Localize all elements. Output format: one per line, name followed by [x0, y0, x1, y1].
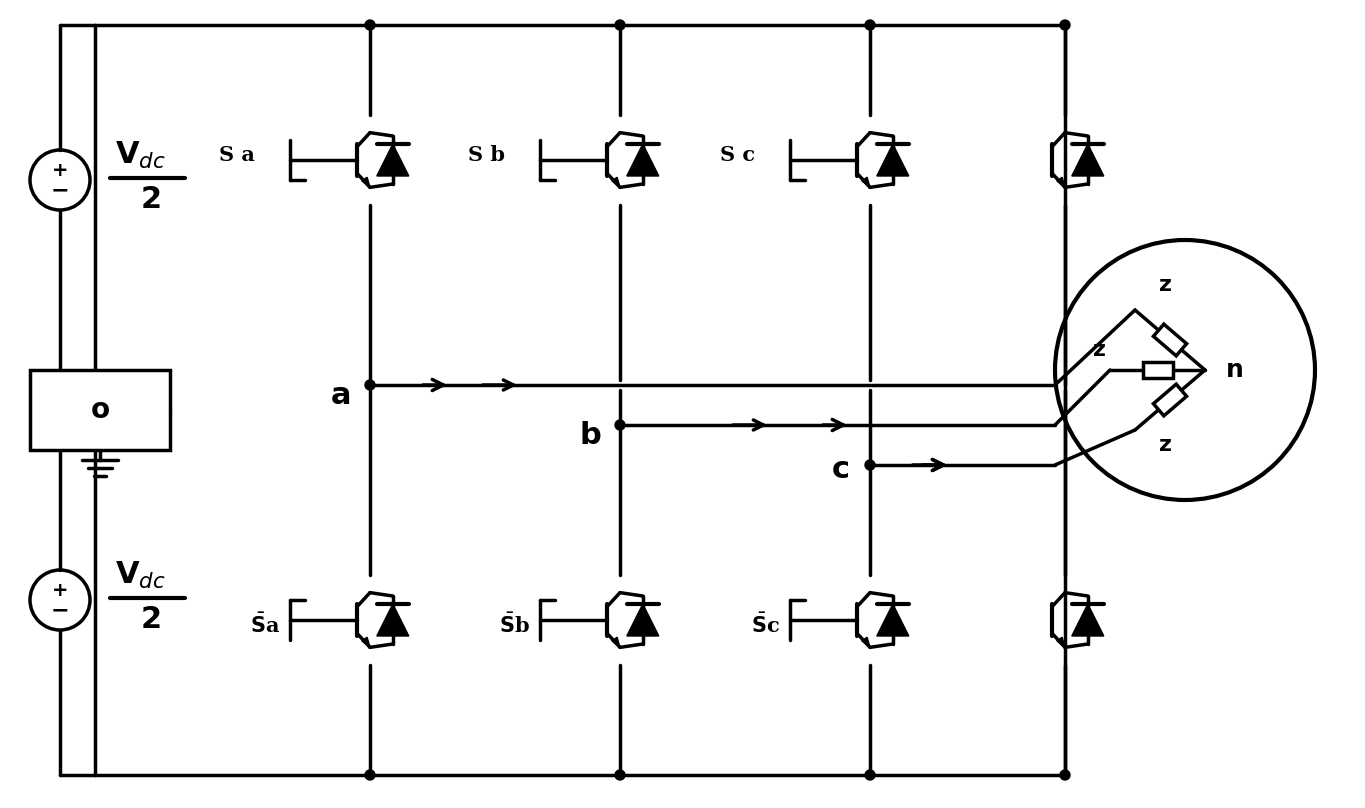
- Text: $\bar{\mathbf{S}}$a: $\bar{\mathbf{S}}$a: [250, 613, 280, 638]
- Polygon shape: [362, 638, 370, 647]
- Text: $\mathbf{V}_{dc}$: $\mathbf{V}_{dc}$: [115, 559, 165, 591]
- Circle shape: [865, 460, 875, 470]
- Polygon shape: [1072, 144, 1104, 176]
- Text: $\bar{\mathbf{S}}$c: $\bar{\mathbf{S}}$c: [751, 613, 779, 638]
- Circle shape: [616, 20, 625, 30]
- Text: $\bar{\mathbf{S}}$b: $\bar{\mathbf{S}}$b: [500, 613, 530, 638]
- Text: S c: S c: [719, 145, 755, 165]
- Text: $\mathbf{c}$: $\mathbf{c}$: [831, 456, 849, 485]
- Circle shape: [865, 770, 875, 780]
- Polygon shape: [861, 177, 870, 187]
- Text: −: −: [51, 600, 70, 620]
- Text: $\mathbf{b}$: $\mathbf{b}$: [579, 420, 601, 449]
- Polygon shape: [627, 604, 659, 636]
- Circle shape: [1061, 770, 1070, 780]
- FancyBboxPatch shape: [30, 370, 171, 450]
- Polygon shape: [1057, 177, 1065, 187]
- Text: −: −: [51, 180, 70, 200]
- Polygon shape: [377, 604, 408, 636]
- Circle shape: [865, 20, 875, 30]
- Circle shape: [364, 770, 375, 780]
- Polygon shape: [1072, 604, 1104, 636]
- Polygon shape: [1057, 638, 1065, 647]
- Text: $\mathbf{V}_{dc}$: $\mathbf{V}_{dc}$: [115, 140, 165, 170]
- Circle shape: [364, 20, 375, 30]
- Text: z: z: [1093, 340, 1107, 360]
- Bar: [1153, 384, 1186, 416]
- Polygon shape: [362, 177, 370, 187]
- Polygon shape: [612, 177, 620, 187]
- Polygon shape: [876, 144, 909, 176]
- Circle shape: [364, 380, 375, 390]
- Text: $\mathbf{2}$: $\mathbf{2}$: [139, 605, 160, 634]
- Text: z: z: [1159, 275, 1171, 295]
- Text: S a: S a: [220, 145, 255, 165]
- Polygon shape: [377, 144, 408, 176]
- Polygon shape: [612, 638, 620, 647]
- Text: $\mathbf{a}$: $\mathbf{a}$: [330, 381, 349, 410]
- Bar: [1143, 362, 1173, 378]
- Text: +: +: [52, 580, 68, 600]
- Bar: [1153, 324, 1186, 356]
- Text: $\mathbf{2}$: $\mathbf{2}$: [139, 186, 160, 214]
- Text: z: z: [1159, 435, 1171, 455]
- Polygon shape: [627, 144, 659, 176]
- Polygon shape: [876, 604, 909, 636]
- Text: S b: S b: [468, 145, 505, 165]
- Circle shape: [616, 770, 625, 780]
- Polygon shape: [861, 638, 870, 647]
- Text: +: +: [52, 161, 68, 179]
- Circle shape: [1061, 20, 1070, 30]
- Text: n: n: [1226, 358, 1244, 382]
- Circle shape: [616, 420, 625, 430]
- Text: o: o: [90, 396, 109, 424]
